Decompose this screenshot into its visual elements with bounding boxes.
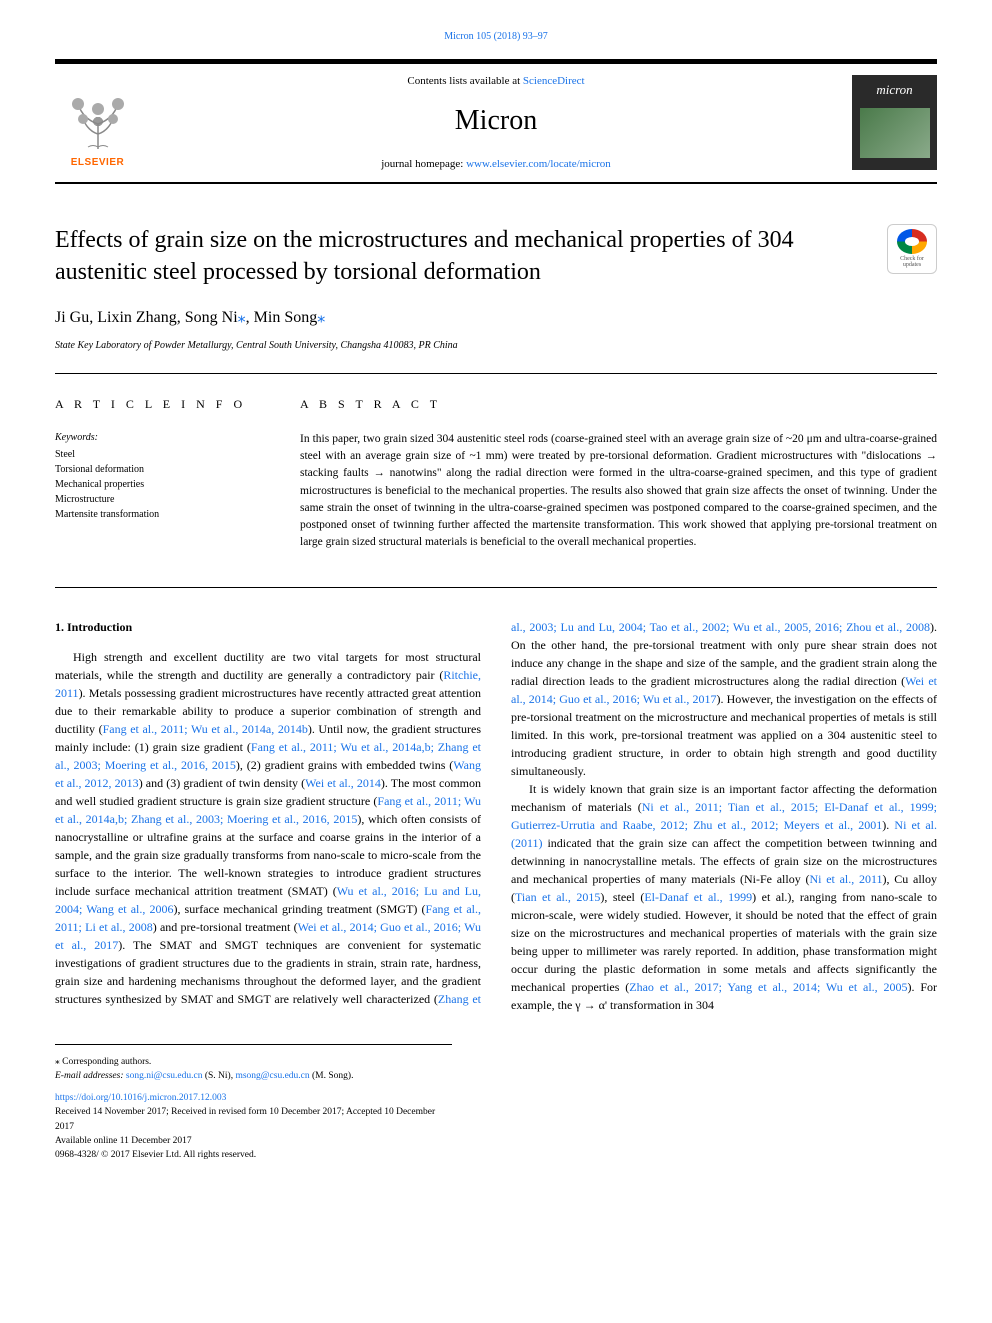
authors-part2: , Min Song: [246, 309, 318, 326]
homepage-line: journal homepage: www.elsevier.com/locat…: [140, 157, 852, 172]
keyword: Mechanical properties: [55, 477, 255, 492]
email-name: (S. Ni),: [202, 1071, 235, 1081]
keyword: Torsional deformation: [55, 462, 255, 477]
cover-title: micron: [876, 81, 912, 99]
email-line: E-mail addresses: song.ni@csu.edu.cn (S.…: [55, 1069, 452, 1083]
email-link[interactable]: song.ni@csu.edu.cn: [126, 1071, 203, 1081]
doi-link[interactable]: https://doi.org/10.1016/j.micron.2017.12…: [55, 1091, 452, 1105]
crossmark-badge[interactable]: Check for updates: [887, 224, 937, 274]
citation-link[interactable]: Wei et al., 2014: [305, 776, 381, 790]
footnotes: ⁎ Corresponding authors. E-mail addresse…: [55, 1044, 452, 1163]
available-line: Available online 11 December 2017: [55, 1134, 452, 1148]
corresponding-note: ⁎ Corresponding authors.: [55, 1055, 452, 1069]
keyword: Martensite transformation: [55, 507, 255, 522]
sciencedirect-link[interactable]: ScienceDirect: [523, 75, 585, 87]
copyright-line: 0968-4328/ © 2017 Elsevier Ltd. All righ…: [55, 1148, 452, 1162]
homepage-link[interactable]: www.elsevier.com/locate/micron: [466, 158, 611, 170]
abstract-heading: A B S T R A C T: [300, 396, 937, 413]
body-columns: 1. Introduction High strength and excell…: [55, 618, 937, 1014]
elsevier-tree-icon: [63, 89, 133, 154]
running-head: Micron 105 (2018) 93–97: [55, 30, 937, 44]
journal-header: ELSEVIER Contents lists available at Sci…: [55, 59, 937, 184]
elsevier-label: ELSEVIER: [71, 156, 124, 170]
corresponding-mark-2[interactable]: ⁎: [317, 309, 325, 326]
contents-line: Contents lists available at ScienceDirec…: [140, 74, 852, 89]
crossmark-icon: [897, 229, 927, 254]
body-text: ) et al.), ranging from nano-scale to mi…: [511, 890, 937, 994]
cover-image: [860, 108, 930, 158]
body-text: ), surface mechanical grinding treatment…: [173, 902, 425, 916]
body-paragraph: It is widely known that grain size is an…: [511, 780, 937, 1014]
body-text: ) and pre-torsional treatment (: [153, 920, 298, 934]
elsevier-logo: ELSEVIER: [55, 75, 140, 170]
email-link[interactable]: msong@csu.edu.cn: [235, 1071, 309, 1081]
keyword: Steel: [55, 447, 255, 462]
authors-part1: Ji Gu, Lixin Zhang, Song Ni: [55, 309, 238, 326]
body-text: ) and (3) gradient of twin density (: [139, 776, 305, 790]
citation-link[interactable]: Ni et al., 2011: [809, 872, 882, 886]
homepage-prefix: journal homepage:: [381, 158, 466, 170]
citation-link[interactable]: El-Danaf et al., 1999: [644, 890, 752, 904]
received-line: Received 14 November 2017; Received in r…: [55, 1105, 452, 1134]
journal-name: Micron: [140, 101, 852, 140]
corresponding-mark[interactable]: ⁎: [238, 309, 246, 326]
affiliation: State Key Laboratory of Powder Metallurg…: [55, 339, 937, 353]
contents-prefix: Contents lists available at: [407, 75, 522, 87]
body-text: ).: [882, 818, 894, 832]
crossmark-label: Check for updates: [892, 256, 932, 269]
citation-link[interactable]: Fang et al., 2011; Wu et al., 2014a, 201…: [103, 722, 308, 736]
article-info-heading: A R T I C L E I N F O: [55, 396, 255, 413]
citation-link[interactable]: Zhao et al., 2017; Yang et al., 2014; Wu…: [629, 980, 907, 994]
article-title: Effects of grain size on the microstruct…: [55, 224, 872, 289]
abstract-text: In this paper, two grain sized 304 auste…: [300, 431, 937, 552]
keyword: Microstructure: [55, 492, 255, 507]
citation-link[interactable]: Tian et al., 2015: [515, 890, 600, 904]
intro-heading: 1. Introduction: [55, 618, 481, 636]
authors-line: Ji Gu, Lixin Zhang, Song Ni⁎, Min Song⁎: [55, 307, 937, 329]
body-text: High strength and excellent ductility ar…: [55, 650, 481, 682]
email-name: (M. Song).: [310, 1071, 354, 1081]
email-label: E-mail addresses:: [55, 1071, 126, 1081]
keywords-label: Keywords:: [55, 431, 255, 445]
body-text: ). The SMAT and SMGT techniques are conv…: [55, 938, 481, 1006]
body-text: ), steel (: [600, 890, 644, 904]
journal-cover: micron: [852, 75, 937, 170]
body-text: ), (2) gradient grains with embedded twi…: [236, 758, 453, 772]
